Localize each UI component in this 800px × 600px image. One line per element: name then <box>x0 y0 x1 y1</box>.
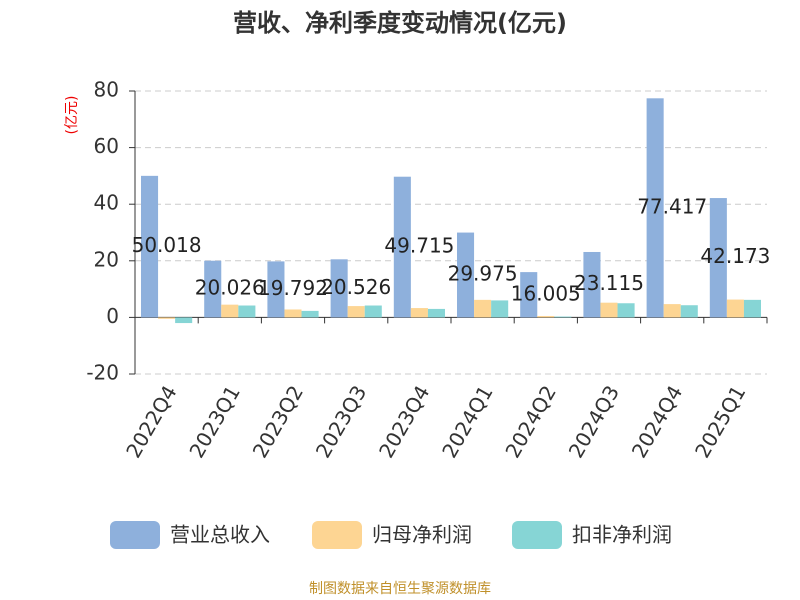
data-label: 29.975 <box>448 261 518 285</box>
bar <box>537 315 555 318</box>
x-tick-label: 2024Q3 <box>564 381 624 462</box>
x-tick-label: 2023Q1 <box>184 381 244 462</box>
y-tick-label: 40 <box>94 191 119 215</box>
bar <box>583 251 601 318</box>
y-unit: (亿元) <box>64 96 80 135</box>
chart-title: 营收、净利季度变动情况(亿元) <box>233 9 567 37</box>
bar <box>204 260 222 318</box>
data-label: 77.417 <box>637 194 707 218</box>
bar <box>301 310 319 318</box>
x-tick-label: 2024Q4 <box>627 381 687 462</box>
legend-label: 扣非净利润 <box>572 523 672 547</box>
y-tick-label: 60 <box>94 134 119 158</box>
bar <box>427 308 445 318</box>
bar <box>141 175 159 318</box>
y-tick-label: -20 <box>86 361 119 385</box>
y-tick-label: 0 <box>106 304 119 328</box>
data-label: 19.792 <box>258 276 328 300</box>
bar <box>474 299 492 318</box>
bar <box>364 305 382 318</box>
bar <box>520 272 538 318</box>
legend-label: 营业总收入 <box>170 523 270 547</box>
bar <box>646 98 664 318</box>
x-tick-label: 2023Q3 <box>311 381 371 462</box>
x-tick-label: 2023Q2 <box>248 381 308 462</box>
bar <box>347 306 365 318</box>
bar <box>175 317 193 324</box>
data-label: 23.115 <box>574 271 644 295</box>
bar <box>284 309 302 318</box>
source-note: 制图数据来自恒生聚源数据库 <box>309 581 491 597</box>
bar <box>743 299 761 318</box>
bar <box>410 308 428 318</box>
data-label: 49.715 <box>384 234 454 258</box>
bar <box>617 303 635 318</box>
bar <box>491 300 509 318</box>
bar <box>158 317 176 319</box>
x-tick-label: 2022Q4 <box>121 381 181 462</box>
legend-swatch <box>312 521 362 549</box>
legend-swatch <box>110 521 160 549</box>
y-tick-label: 80 <box>94 78 119 102</box>
x-tick-label: 2023Q4 <box>374 381 434 462</box>
bar <box>267 261 285 318</box>
bar <box>600 302 618 318</box>
bar <box>457 232 475 318</box>
bar <box>554 316 572 318</box>
bar <box>709 198 727 318</box>
bar <box>221 304 239 318</box>
y-tick-label: 20 <box>94 247 119 271</box>
bar <box>726 299 744 318</box>
bar <box>238 305 256 318</box>
x-tick-label: 2025Q1 <box>690 381 750 462</box>
legend-swatch <box>512 521 562 549</box>
x-tick-label: 2024Q1 <box>437 381 497 462</box>
data-label: 50.018 <box>132 233 202 257</box>
bar <box>330 259 348 318</box>
data-label: 16.005 <box>511 281 581 305</box>
data-label: 20.526 <box>321 275 391 299</box>
bar <box>680 305 698 318</box>
bar <box>393 176 411 318</box>
bar <box>663 304 681 318</box>
data-label: 20.026 <box>195 276 265 300</box>
data-label: 42.173 <box>700 244 770 268</box>
x-tick-label: 2024Q2 <box>500 381 560 462</box>
legend-label: 归母净利润 <box>372 523 472 547</box>
